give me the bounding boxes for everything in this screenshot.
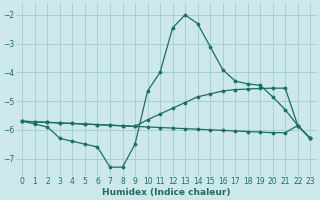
X-axis label: Humidex (Indice chaleur): Humidex (Indice chaleur) — [102, 188, 231, 197]
